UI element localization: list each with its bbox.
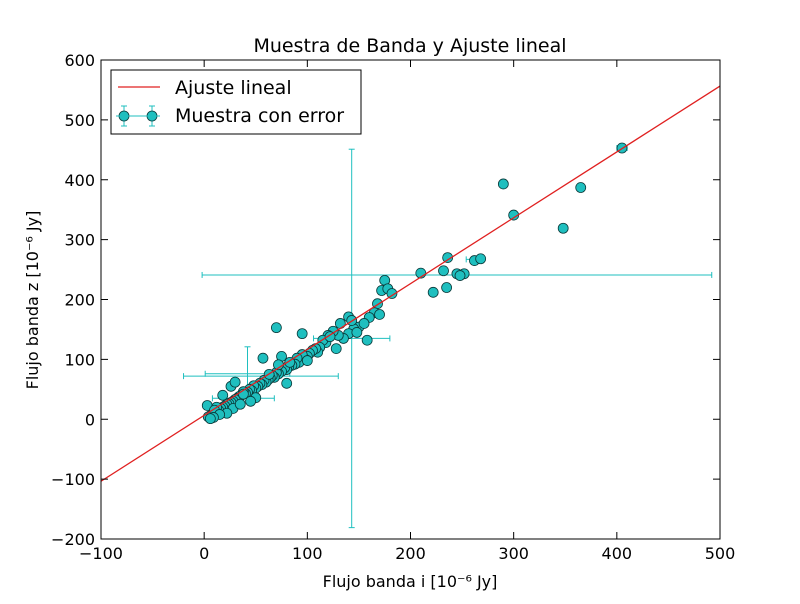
axes: −100 0 100 200 300 400 500−200−100010020030040… bbox=[51, 51, 735, 563]
data-point bbox=[301, 355, 313, 366]
y-tick-label: 200 bbox=[64, 291, 95, 310]
data-point bbox=[386, 288, 398, 299]
y-tick-label: 100 bbox=[64, 350, 95, 369]
data-point bbox=[438, 265, 449, 277]
y-axis-label: Flujo banda z [10⁻⁶ Jy] bbox=[23, 211, 42, 390]
data-point bbox=[358, 318, 370, 329]
legend-points-swatch bbox=[116, 105, 160, 127]
y-tick-label: 500 bbox=[64, 111, 95, 130]
y-tick-label: 0 bbox=[85, 410, 95, 429]
legend-fit-label: Ajuste lineal bbox=[175, 77, 292, 99]
legend-box bbox=[110, 69, 362, 135]
data-point bbox=[257, 352, 269, 364]
y-tick-label: 600 bbox=[64, 51, 95, 70]
data-point bbox=[217, 389, 229, 401]
x-tick-label: 300 bbox=[498, 544, 529, 563]
x-tick-label: 500 bbox=[705, 544, 736, 563]
data-point bbox=[284, 356, 296, 368]
data-point bbox=[270, 322, 282, 334]
legend: Ajuste lineal Muestra con error bbox=[110, 69, 362, 135]
data-point bbox=[374, 309, 385, 320]
y-tick-label: −100 bbox=[51, 470, 95, 489]
legend-points-label: Muestra con error bbox=[175, 105, 344, 127]
chart-title: Muestra de Banda y Ajuste lineal bbox=[253, 35, 566, 57]
data-point bbox=[296, 328, 308, 340]
y-tick-label: 400 bbox=[64, 171, 95, 190]
data-point bbox=[204, 413, 216, 425]
data-point bbox=[361, 334, 373, 346]
data-point bbox=[351, 327, 363, 338]
y-tick-label: 300 bbox=[64, 231, 95, 250]
data-point bbox=[497, 178, 509, 190]
y-tick-label: −200 bbox=[51, 530, 95, 549]
fit-line bbox=[101, 85, 720, 482]
data-point bbox=[454, 270, 466, 281]
data-point bbox=[245, 395, 256, 407]
data-point bbox=[557, 222, 569, 234]
x-axis-label: Flujo banda i [10⁻⁶ Jy] bbox=[323, 572, 498, 591]
data-point bbox=[281, 377, 293, 389]
data-point bbox=[229, 376, 241, 388]
x-tick-label: 200 bbox=[395, 544, 426, 563]
x-tick-label: 400 bbox=[602, 544, 633, 563]
data-point bbox=[442, 252, 454, 263]
data-point bbox=[575, 182, 587, 193]
data-point bbox=[330, 343, 342, 354]
data-point bbox=[234, 398, 246, 410]
x-tick-label: 0 bbox=[199, 544, 209, 563]
x-tick-label: 100 bbox=[292, 544, 323, 563]
x-tick-label: −100 bbox=[79, 544, 123, 563]
data-point bbox=[441, 282, 453, 293]
data-point bbox=[427, 286, 439, 298]
data-point bbox=[475, 253, 487, 265]
